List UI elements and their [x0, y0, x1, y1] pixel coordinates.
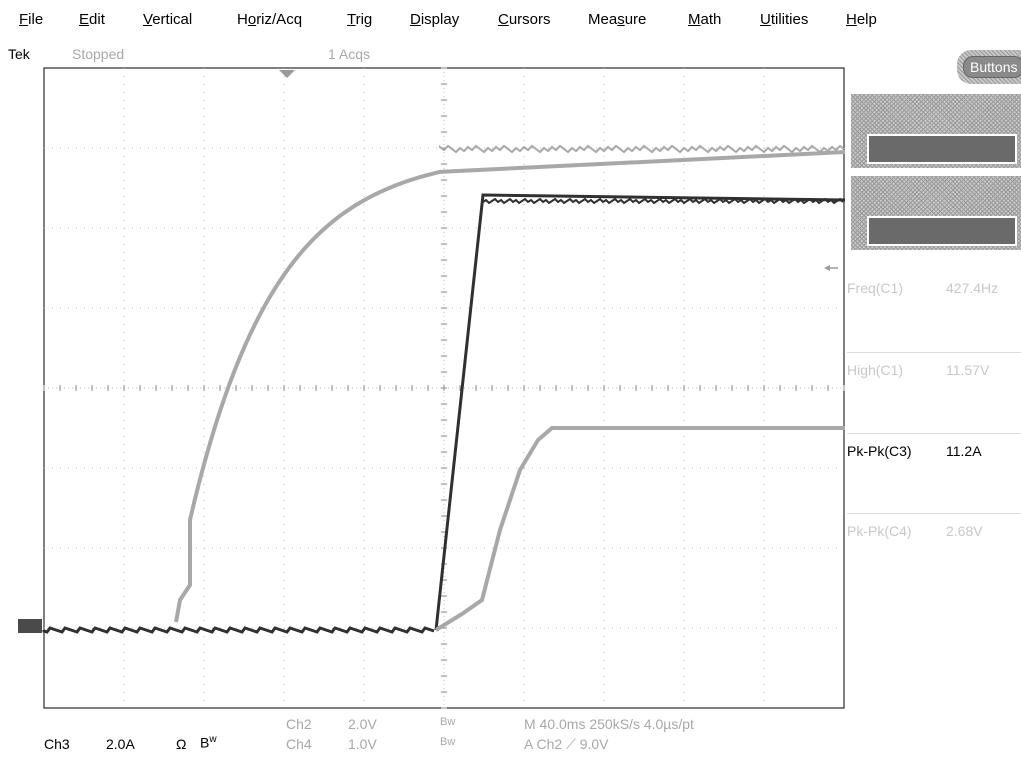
ch3-scale[interactable]: 2.0A — [106, 736, 135, 752]
trace-ch4 — [434, 426, 845, 632]
brand-label: Tek — [8, 46, 30, 62]
run-state-label: Stopped — [72, 46, 125, 62]
measurement-pkpk-c3[interactable]: Pk-Pk(C3) 11.2A — [847, 433, 1021, 511]
menu-trig[interactable]: Trig — [347, 11, 373, 28]
bw-sub: w — [209, 734, 217, 745]
meas-separator — [847, 352, 1021, 353]
measurement-name: Pk-Pk(C3) — [847, 443, 912, 459]
trace-ch1 — [174, 150, 846, 623]
menu-file[interactable]: File — [19, 11, 44, 28]
trigger-position-marker — [279, 70, 295, 78]
control-window-2-readout — [867, 216, 1017, 246]
trigger-position-icon — [279, 70, 295, 78]
measurement-pkpk-c4[interactable]: Pk-Pk(C4) 2.68V — [847, 513, 1021, 591]
bandwidth-limit-icon: Bw — [200, 734, 217, 751]
trace-ch3-noise — [482, 197, 844, 205]
buttons-toggle[interactable]: Buttons — [957, 50, 1021, 84]
menu-utilities[interactable]: Utilities — [760, 11, 809, 28]
trace-ch1-noise — [439, 144, 845, 154]
menu-horiz-acq[interactable]: Horiz/Acq — [237, 11, 303, 28]
control-window-1[interactable] — [851, 94, 1021, 168]
measurement-value: 11.57V — [946, 362, 990, 378]
meas-separator — [847, 513, 1021, 514]
ch2-scale[interactable]: 2.0V — [348, 716, 377, 732]
ch4-label[interactable]: Ch4 — [286, 736, 312, 752]
measurement-name: Pk-Pk(C4) — [847, 523, 912, 539]
ohm-icon: Ω — [176, 736, 187, 752]
waveforms — [42, 144, 846, 634]
measurement-freq-c1[interactable]: Freq(C1) 427.4Hz — [847, 270, 1021, 348]
trigger-readout[interactable]: A Ch2 ⟋ 9.0V — [524, 736, 609, 752]
menu-help[interactable]: Help — [846, 11, 877, 28]
measurement-name: Freq(C1) — [847, 280, 904, 296]
measurement-name: High(C1) — [847, 362, 904, 378]
menu-edit[interactable]: Edit — [79, 11, 105, 28]
ground-reference-marker — [18, 619, 42, 633]
ground-marker-icon — [18, 619, 42, 633]
ch4-scale[interactable]: 1.0V — [348, 736, 377, 752]
measurement-value: 2.68V — [946, 523, 983, 539]
ch2-bw-icon: Bw — [440, 716, 456, 728]
ch4-bw-icon: Bw — [440, 736, 456, 748]
ch3-label[interactable]: Ch3 — [44, 736, 70, 752]
trace-baseline — [42, 626, 435, 634]
trigger-level-arrow-icon — [824, 265, 830, 271]
graticule — [43, 67, 845, 709]
bw-letter: B — [200, 734, 210, 751]
menu-cursors[interactable]: Cursors — [498, 11, 551, 28]
trigger-level-marker — [824, 265, 838, 271]
menu-display[interactable]: Display — [410, 11, 460, 28]
menu-measure[interactable]: Measure — [588, 11, 647, 28]
meas-separator — [847, 433, 1021, 434]
menu-bar: File Edit Vertical Horiz/Acq Trig Display Curs… — [0, 0, 1021, 40]
ch2-label[interactable]: Ch2 — [286, 716, 312, 732]
acquisition-count: 1 Acqs — [328, 46, 371, 62]
measurement-value: 11.2A — [946, 443, 982, 459]
control-window-1-readout — [867, 134, 1017, 164]
trace-ch3 — [434, 193, 846, 631]
buttons-label: Buttons — [963, 56, 1021, 78]
menu-math[interactable]: Math — [688, 11, 722, 28]
measurement-value: 427.4Hz — [946, 280, 999, 296]
timebase-readout[interactable]: M 40.0ms 250kS/s 4.0µs/pt — [524, 716, 694, 732]
menu-vertical[interactable]: Vertical — [143, 11, 193, 28]
control-window-2[interactable] — [851, 176, 1021, 250]
measurement-high-c1[interactable]: High(C1) 11.57V — [847, 352, 1021, 430]
